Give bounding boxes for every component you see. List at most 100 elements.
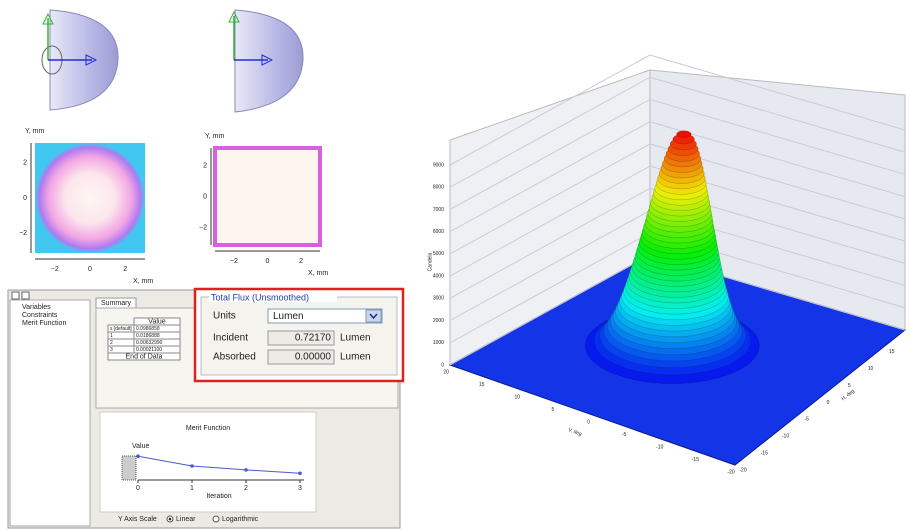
flux-unit: Lumen: [340, 352, 371, 363]
v-tick-label: 10: [514, 394, 520, 400]
units-label: Units: [213, 311, 236, 322]
flux-value: 0.00000: [295, 352, 332, 363]
table-footer: [107, 352, 181, 361]
z-axis-label: Candela: [427, 252, 433, 271]
y-tick-label: 2: [203, 162, 207, 169]
wall-grid-line: [449, 210, 651, 321]
units-value[interactable]: Lumen: [273, 311, 304, 322]
y-axis-label: Y, mm: [205, 133, 224, 140]
x-tick-label: 1: [190, 485, 194, 492]
wall-grid-line: [449, 254, 651, 366]
y-tick-label: 2: [23, 160, 27, 167]
x-tick-label: 0: [88, 266, 92, 273]
x-tick-label: −2: [51, 266, 59, 273]
wall-grid-line: [449, 99, 651, 210]
v-tick-label: 0: [587, 419, 590, 425]
table-cell-text: 0.00632990: [136, 340, 163, 346]
current-bar: [121, 455, 137, 481]
table-cell-text: x [default]: [110, 326, 132, 332]
wall-grid-line: [449, 187, 651, 299]
v-tick-label: 15: [479, 382, 485, 388]
h-tick-label: 0: [827, 400, 830, 406]
v-tick-label: -10: [656, 444, 663, 450]
table-header-label: Value: [148, 318, 165, 325]
y-tick-label: −2: [199, 224, 207, 231]
z-tick-label: 7000: [433, 207, 444, 213]
window-button[interactable]: [11, 291, 20, 300]
flux-label: Absorbed: [213, 352, 256, 363]
hemisphere-view: [228, 9, 304, 113]
v-tick-label: -15: [692, 457, 699, 463]
tree-item[interactable]: Variables: [22, 304, 51, 311]
radio-label[interactable]: Logarithmic: [222, 516, 259, 523]
flux-label: Incident: [213, 333, 248, 344]
surface-plot: 0100020003000400050006000700080009000Can…: [427, 54, 907, 475]
table-cell-text: 0.00021100: [136, 347, 162, 353]
wall-grid-line: [649, 98, 906, 175]
flux-field: [267, 330, 335, 346]
x-axis-label: X, mm: [308, 270, 328, 277]
v-axis-label: V, deg: [567, 427, 582, 438]
z-tick-label: 9000: [433, 162, 444, 168]
z-tick-label: 3000: [433, 296, 444, 302]
wall-grid-line: [449, 165, 651, 277]
h-tick-label: 15: [889, 349, 895, 355]
h-tick-label: -5: [805, 417, 810, 423]
x-axis-label: Iteration: [206, 493, 231, 500]
group-title-bg: [209, 293, 337, 302]
table-footer-text: End of Data: [126, 353, 163, 360]
x-tick-label: 0: [136, 485, 140, 492]
tree-item[interactable]: Merit Function: [22, 320, 66, 327]
x-tick-label: 3: [298, 485, 302, 492]
units-dropdown[interactable]: [267, 308, 383, 324]
table-cell-text: 0.0186888: [136, 333, 160, 339]
v-tick-label: -20: [727, 469, 734, 475]
flux-unit: Lumen: [340, 333, 371, 344]
radio-label[interactable]: Linear: [176, 516, 196, 523]
y-tick-label: −2: [19, 230, 27, 237]
wall-grid-line: [449, 143, 651, 255]
wall-grid-line: [649, 54, 906, 131]
z-tick-label: 0: [441, 362, 444, 368]
h-tick-label: -20: [739, 467, 746, 473]
h-axis-label: H, deg: [841, 388, 856, 402]
tree-item[interactable]: Constraints: [22, 312, 58, 319]
h-tick-label: 5: [848, 383, 851, 389]
z-tick-label: 4000: [433, 273, 444, 279]
scale-label: Y Axis Scale: [118, 516, 157, 523]
x-tick-label: −2: [230, 258, 238, 265]
hemisphere-view: [41, 9, 119, 111]
irradiance-map: [213, 146, 322, 247]
wall-grid-line: [449, 121, 651, 233]
table-cell-text: 1: [110, 333, 113, 339]
wall-grid-line: [449, 54, 651, 166]
merit-point: [190, 464, 194, 468]
v-tick-label: -5: [622, 432, 627, 438]
dropdown-button[interactable]: [365, 309, 382, 323]
z-tick-label: 2000: [433, 318, 444, 324]
merit-line: [137, 455, 301, 474]
wall-grid-line: [649, 76, 906, 153]
chart-title: Merit Function: [186, 425, 230, 432]
flux-field: [267, 349, 335, 365]
table-cell-text: 3: [110, 347, 113, 353]
wall-grid-line: [449, 76, 651, 188]
radio-dot: [168, 517, 172, 521]
z-tick-label: 1000: [433, 340, 444, 346]
y-axis-label: Value: [132, 443, 149, 450]
h-tick-label: 10: [868, 366, 874, 372]
merit-point: [298, 471, 302, 476]
z-tick-label: 5000: [433, 251, 444, 257]
x-axis-label: X, mm: [133, 278, 153, 285]
h-tick-label: -10: [782, 434, 789, 440]
radio-button[interactable]: [212, 515, 220, 523]
x-tick-label: 2: [244, 485, 248, 492]
window-button[interactable]: [21, 291, 30, 300]
tab-label[interactable]: Summary: [101, 300, 131, 307]
x-tick-label: 2: [123, 266, 127, 273]
table-cell-text: 0.0986858: [136, 326, 160, 332]
y-axis-label: Y, mm: [25, 128, 44, 135]
v-tick-label: 20: [443, 369, 449, 375]
flux-value: 0.72170: [295, 333, 332, 344]
